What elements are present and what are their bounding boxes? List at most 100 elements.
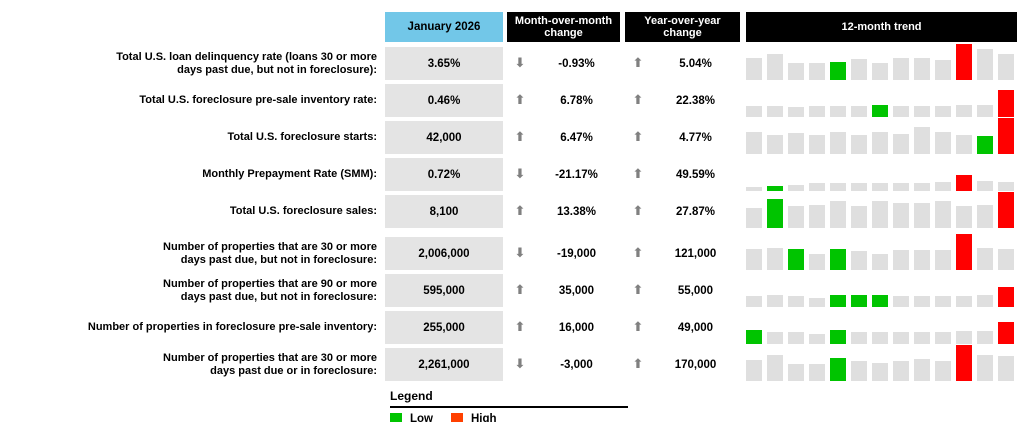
yoy-change-value: 55,000: [677, 284, 714, 297]
trend-bar: [788, 249, 804, 270]
current-value-cell: 42,000: [385, 121, 503, 154]
trend-bar: [851, 106, 867, 117]
trend-bar: [746, 296, 762, 307]
yoy-change-value: 22.38%: [675, 94, 715, 107]
trend-bar: [956, 345, 972, 381]
trend-bar: [872, 295, 888, 307]
mom-change-value: -3,000: [560, 358, 593, 371]
trend-bar: [872, 363, 888, 381]
trend-bar: [767, 355, 783, 381]
yoy-change-value: 27.87%: [675, 205, 715, 218]
trend-bar: [767, 199, 783, 228]
trend-sparkline: [746, 234, 1017, 270]
trend-bar: [977, 355, 993, 381]
mom-change-value: -19,000: [556, 247, 596, 260]
trend-bar: [746, 360, 762, 381]
trend-bar: [851, 332, 867, 344]
trend-bar: [872, 63, 888, 80]
trend-bar: [956, 296, 972, 307]
current-value-cell: 2,006,000: [385, 237, 503, 270]
row-label: Total U.S. foreclosure sales:: [229, 205, 377, 217]
trend-bar: [809, 334, 825, 344]
yoy-change-value: 5.04%: [679, 57, 712, 70]
trend-bar: [746, 187, 762, 191]
mom-change-value: 13.38%: [556, 205, 596, 218]
trend-bar: [956, 135, 972, 154]
trend-bar: [893, 106, 909, 117]
trend-bar: [956, 234, 972, 270]
current-value-cell: 3.65%: [385, 47, 503, 80]
trend-bar: [914, 332, 930, 344]
yoy-change-value: 49,000: [677, 321, 714, 334]
trend-bar: [830, 106, 846, 117]
trend-bar: [998, 249, 1014, 270]
trend-bar: [935, 106, 951, 117]
trend-bar: [872, 201, 888, 228]
trend-bar: [998, 356, 1014, 381]
trend-bar: [767, 54, 783, 80]
trend-bar: [956, 44, 972, 80]
trend-bar: [914, 183, 930, 191]
yoy-change-arrow-icon: ⬆: [632, 320, 644, 335]
trend-bar: [788, 133, 804, 154]
table-row: Number of properties that are 30 or more…: [0, 234, 1024, 270]
trend-bar: [872, 332, 888, 344]
yoy-header-line1: Year-over-year: [644, 14, 721, 27]
yoy-change-header: Year-over-year change: [625, 12, 740, 42]
trend-bar: [998, 192, 1014, 228]
trend-bar: [788, 296, 804, 307]
current-value-cell: 255,000: [385, 311, 503, 344]
mom-change-arrow-icon: ⬆: [514, 130, 526, 145]
trend-bar: [746, 330, 762, 344]
trend-sparkline: [746, 158, 1017, 191]
trend-bar: [893, 361, 909, 381]
trend-bar: [746, 249, 762, 270]
trend-bar: [914, 250, 930, 270]
period-header-label: January 2026: [407, 21, 481, 33]
trend-bar: [788, 63, 804, 80]
trend-bar: [830, 330, 846, 344]
yoy-change-arrow-icon: ⬆: [632, 283, 644, 298]
mom-header-line1: Month-over-month: [514, 14, 613, 27]
legend-high-swatch-icon: [451, 413, 463, 422]
trend-bar: [977, 248, 993, 270]
trend-bar: [977, 136, 993, 154]
row-label: Monthly Prepayment Rate (SMM):: [202, 168, 377, 180]
legend-title: Legend: [390, 389, 628, 408]
trend-bar: [893, 332, 909, 344]
row-label: Number of properties that are 30 or more…: [163, 351, 377, 377]
trend-bar: [977, 205, 993, 228]
yoy-change-value: 170,000: [674, 358, 717, 371]
trend-bar: [809, 298, 825, 307]
trend-bar: [872, 254, 888, 270]
row-label: Total U.S. foreclosure starts:: [227, 131, 377, 143]
trend-bar: [977, 295, 993, 307]
trend-bar: [935, 250, 951, 270]
current-value-cell: 2,261,000: [385, 348, 503, 381]
table-row: Total U.S. loan delinquency rate (loans …: [0, 44, 1024, 80]
trend-bar: [767, 295, 783, 307]
trend-bar: [893, 183, 909, 191]
trend-bar: [956, 206, 972, 228]
row-label: Number of properties that are 30 or more…: [163, 240, 377, 266]
trend-bar: [851, 295, 867, 307]
trend-bar: [851, 206, 867, 228]
trend-bar: [935, 361, 951, 381]
trend-header-label: 12-month trend: [841, 20, 922, 33]
table-row: Number of properties that are 90 or more…: [0, 274, 1024, 307]
legend-high-label: High: [471, 413, 497, 422]
table-row: Total U.S. foreclosure pre-sale inventor…: [0, 84, 1024, 117]
trend-bar: [830, 249, 846, 270]
trend-bar: [998, 322, 1014, 344]
mom-change-value: 6.47%: [560, 131, 593, 144]
table-row: Number of properties that are 30 or more…: [0, 345, 1024, 381]
trend-bar: [935, 296, 951, 307]
trend-bar: [746, 208, 762, 228]
yoy-change-value: 4.77%: [679, 131, 712, 144]
legend: Legend Low High: [390, 389, 628, 422]
trend-bar: [893, 58, 909, 80]
trend-bar: [830, 62, 846, 80]
table-header-row: January 2026 Month-over-month change Yea…: [0, 12, 1024, 42]
trend-bar: [977, 105, 993, 117]
